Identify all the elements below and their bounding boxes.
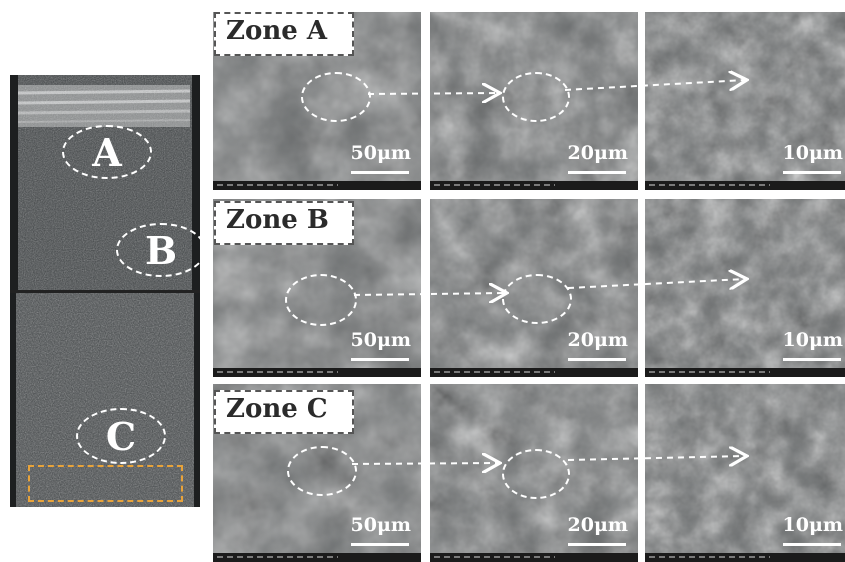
scale-bar xyxy=(783,543,841,546)
sem-panel-zone-b-2: 20μm xyxy=(430,199,638,377)
scale-bar-label: 10μm xyxy=(782,142,843,164)
sem-texture xyxy=(430,199,638,377)
scale-bar xyxy=(783,358,841,361)
overview-bottom-highlight-box xyxy=(28,465,183,502)
scale-bar xyxy=(568,171,626,174)
sem-panel-zone-c-3: 10μm xyxy=(645,384,845,562)
sem-info-strip xyxy=(645,368,845,377)
scale-bar-label: 50μm xyxy=(350,142,411,164)
scale-bar xyxy=(568,543,626,546)
overview-zone-a-letter: A xyxy=(92,129,122,175)
overview-zone-b-marker: B xyxy=(116,223,206,277)
scale-bar xyxy=(351,543,409,546)
zone-b-label: Zone B xyxy=(214,201,354,245)
sem-info-strip xyxy=(213,553,421,562)
sem-texture xyxy=(645,12,845,190)
scale-bar xyxy=(351,171,409,174)
sem-info-strip xyxy=(645,181,845,190)
scale-bar-label: 50μm xyxy=(350,514,411,536)
magnified-region-marker xyxy=(287,446,357,496)
zone-c-label: Zone C xyxy=(214,390,354,434)
scale-bar-label: 10μm xyxy=(782,514,843,536)
magnified-region-marker xyxy=(301,72,371,122)
overview-lower-texture xyxy=(10,290,200,507)
overview-zone-c-letter: C xyxy=(105,413,137,459)
magnified-region-marker xyxy=(502,449,570,499)
sem-panel-zone-a-3: 10μm xyxy=(645,12,845,190)
overview-lower-fracture xyxy=(10,290,200,507)
overview-sample-image: A B C xyxy=(10,75,206,507)
scale-bar-label: 20μm xyxy=(567,514,628,536)
sem-texture xyxy=(645,384,845,562)
sem-info-strip xyxy=(430,368,638,377)
overview-zone-b-letter: B xyxy=(144,227,178,273)
overview-zone-c-marker: C xyxy=(76,408,166,464)
sem-info-strip xyxy=(430,553,638,562)
sem-info-strip xyxy=(430,181,638,190)
scale-bar-label: 20μm xyxy=(567,142,628,164)
sem-info-strip xyxy=(645,553,845,562)
scale-bar xyxy=(783,171,841,174)
zone-a-label: Zone A xyxy=(214,12,354,56)
scale-bar xyxy=(351,358,409,361)
sem-panel-zone-a-2: 20μm xyxy=(430,12,638,190)
sem-info-strip xyxy=(213,181,421,190)
overview-zone-a-marker: A xyxy=(62,125,152,179)
magnified-region-marker xyxy=(502,72,570,122)
scale-bar-label: 10μm xyxy=(782,329,843,351)
magnified-region-marker xyxy=(285,274,357,326)
scale-bar xyxy=(568,358,626,361)
sem-info-strip xyxy=(213,368,421,377)
scale-bar-label: 50μm xyxy=(350,329,411,351)
scale-bar-label: 20μm xyxy=(567,329,628,351)
